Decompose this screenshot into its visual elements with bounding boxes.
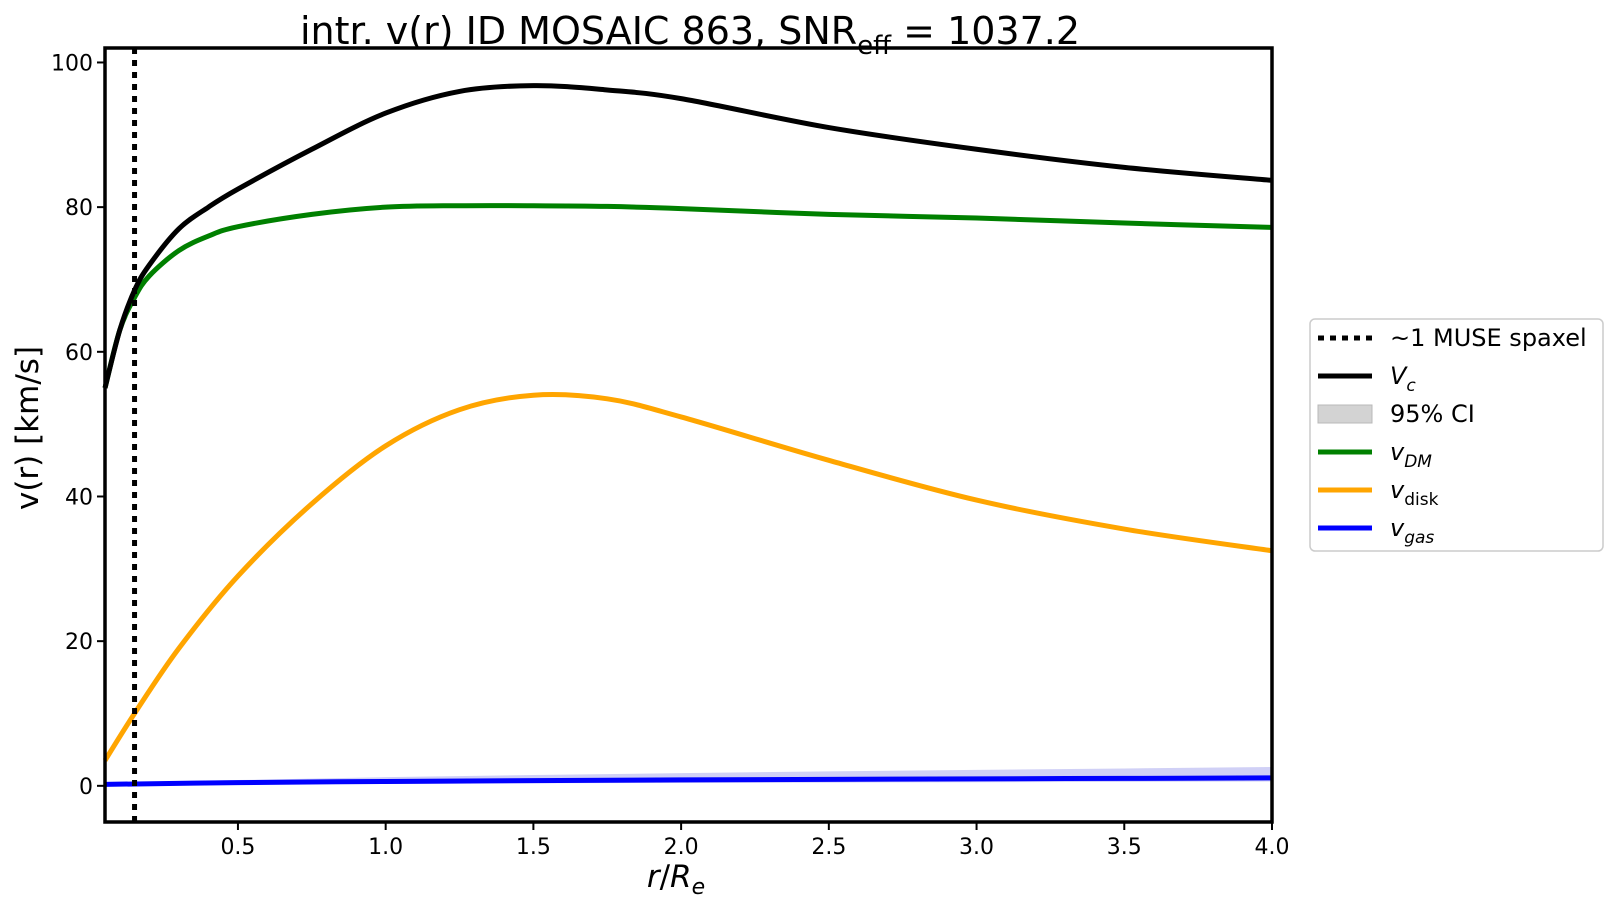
axes-frame <box>103 46 1274 824</box>
legend-subscript: DM <box>1404 452 1432 472</box>
x-tick-label: 1.0 <box>368 835 403 860</box>
v-c-line <box>102 83 1273 389</box>
legend-subscript: c <box>1406 376 1416 396</box>
x-axis-ticks: 0.5 1.0 1.5 2.0 2.5 3.0 3.5 4.0 <box>220 822 1290 860</box>
legend-label-v-disk: vdisk <box>1390 476 1439 510</box>
y-tick-label: 20 <box>65 630 93 655</box>
x-tick-label: 0.5 <box>220 835 255 860</box>
y-tick-label: 100 <box>51 51 93 76</box>
legend-label-v-dm: vDM <box>1390 438 1432 472</box>
y-axis-ticks: 0 20 40 60 80 100 <box>51 51 105 800</box>
legend-box <box>1309 318 1604 552</box>
x-axis-label-var: R <box>670 859 692 895</box>
x-tick-label: 3.5 <box>1107 835 1142 860</box>
legend-label-v-gas: vgas <box>1390 514 1434 548</box>
x-axis-label-sub: e <box>692 875 706 900</box>
x-tick-label: 4.0 <box>1255 835 1290 860</box>
legend-symbol: V <box>1390 362 1408 390</box>
legend-label-v-c: Vc <box>1390 362 1416 396</box>
x-tick-label: 3.0 <box>959 835 994 860</box>
x-axis-label: r/Re <box>647 859 705 900</box>
chart-title: intr. v(r) ID MOSAIC 863, SNReff = 1037.… <box>300 9 1080 61</box>
v-disk-line <box>102 392 1273 762</box>
legend-symbol: v <box>1390 514 1405 542</box>
v-gas-line <box>104 775 1273 787</box>
chart-title-prefix: intr. v(r) ID MOSAIC 863, SNR <box>300 9 857 53</box>
y-axis-label: v(r) [km/s] <box>10 346 46 510</box>
x-tick-label: 2.0 <box>664 835 699 860</box>
legend-swatch-ci <box>1317 404 1373 424</box>
legend-label-spaxel: ~1 MUSE spaxel <box>1390 324 1587 352</box>
series-lines <box>102 83 1273 787</box>
plot-area <box>102 48 1273 822</box>
legend-subscript: gas <box>1404 528 1434 548</box>
x-tick-label: 2.5 <box>811 835 846 860</box>
y-tick-label: 60 <box>65 341 93 366</box>
y-tick-label: 0 <box>79 775 93 800</box>
x-axis-label-slash: / <box>660 859 671 895</box>
legend-symbol: v <box>1390 476 1405 504</box>
v-dm-line <box>102 203 1273 389</box>
legend-symbol: v <box>1390 438 1405 466</box>
legend-label-ci: 95% CI <box>1390 400 1475 428</box>
y-tick-label: 40 <box>65 485 93 510</box>
x-axis-label-r: r <box>647 859 662 895</box>
x-tick-label: 1.5 <box>516 835 551 860</box>
y-tick-label: 80 <box>65 196 93 221</box>
legend-subscript: disk <box>1404 490 1438 510</box>
chart-title-sub: eff <box>857 31 892 61</box>
chart-title-suffix: = 1037.2 <box>891 9 1080 53</box>
